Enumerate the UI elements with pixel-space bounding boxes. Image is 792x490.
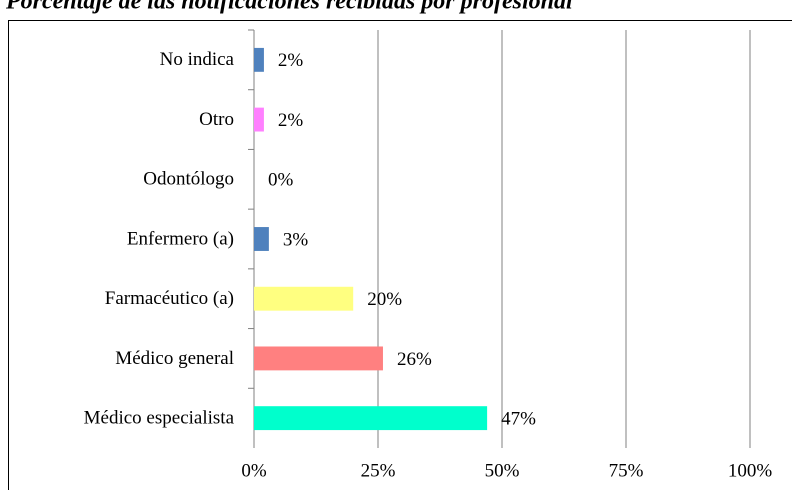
value-label: 26% (397, 349, 432, 370)
x-tick-label: 25% (361, 460, 396, 481)
bar (254, 47, 264, 72)
value-label: 0% (268, 170, 294, 191)
x-tick-label: 50% (485, 460, 520, 481)
y-tick-label: Enfermero (a) (127, 228, 234, 249)
value-label: 47% (501, 409, 536, 430)
value-label: 2% (278, 110, 304, 131)
chart-border (8, 20, 792, 490)
y-tick-label: Médico general (115, 348, 234, 369)
y-tick-label: Farmacéutico (a) (105, 288, 234, 309)
y-tick-label: Otro (199, 109, 234, 130)
bar (254, 227, 269, 251)
value-label: 2% (278, 50, 304, 71)
y-tick-label: No indica (160, 49, 235, 70)
bar (254, 406, 488, 431)
value-label: 20% (367, 289, 402, 310)
bar (254, 286, 354, 311)
y-tick-label: Médico especialista (84, 408, 235, 429)
x-tick-label: 75% (609, 460, 644, 481)
x-tick-label: 0% (241, 460, 267, 481)
y-tick-label: Odontólogo (143, 169, 234, 190)
bar (254, 346, 383, 371)
bar (254, 107, 264, 132)
chart-title: Porcentaje de las notificaciones recibid… (5, 0, 573, 15)
x-tick-label: 100% (728, 460, 773, 481)
value-label: 3% (283, 229, 309, 250)
